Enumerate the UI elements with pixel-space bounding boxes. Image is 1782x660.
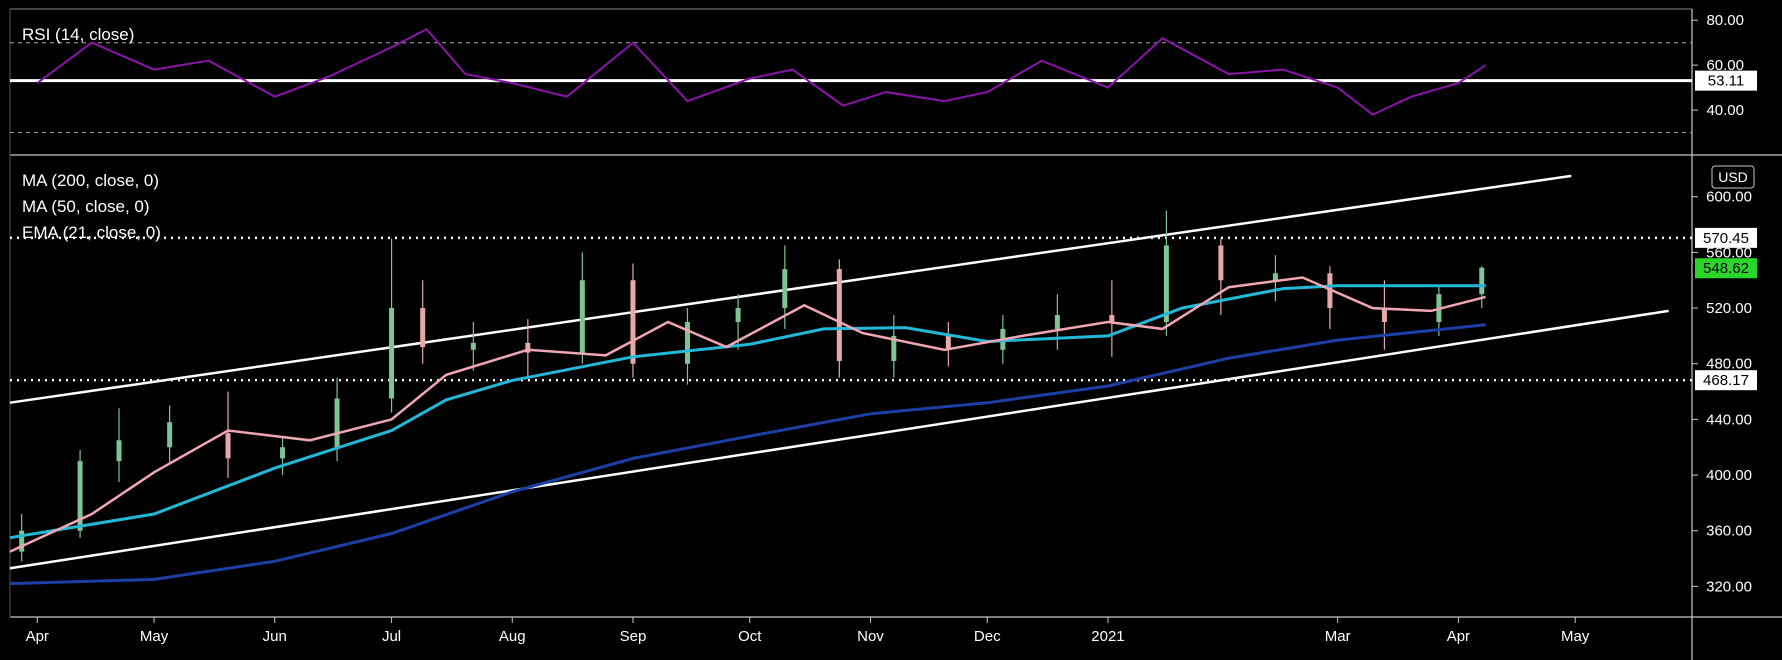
last-price-value: 548.62 [1703, 260, 1749, 277]
legend-ema21: EMA (21, close, 0) [22, 223, 161, 242]
ema21-line [9, 276, 1486, 553]
rsi-tick-label: 80.00 [1706, 12, 1744, 29]
legend-ma50: MA (50, close, 0) [22, 197, 150, 216]
channel-lower-line [9, 309, 1669, 570]
candle-body [1218, 245, 1224, 281]
candle-body [420, 308, 426, 348]
price-tick-label: 400.00 [1706, 467, 1752, 484]
channel-upper-line [9, 174, 1572, 404]
time-tick-label: Apr [1447, 628, 1470, 645]
candle-body [116, 440, 122, 462]
candle-body [1109, 315, 1115, 322]
ma50-line [9, 284, 1486, 540]
price-tick-label: 360.00 [1706, 523, 1752, 540]
time-tick-label: Jul [382, 628, 401, 645]
trend-channel [9, 174, 1669, 570]
candle-body [579, 280, 585, 353]
candle-body [389, 308, 395, 399]
rsi-line [36, 27, 1487, 116]
currency-label: USD [1718, 169, 1748, 185]
time-tick-label: Jun [263, 628, 287, 645]
ma200-line [9, 323, 1486, 586]
candle-body [684, 321, 690, 364]
currency-button[interactable]: USD [1711, 165, 1755, 189]
price-tick-label: 520.00 [1706, 300, 1752, 317]
candle-body [836, 269, 842, 361]
time-tick-label: Mar [1325, 628, 1351, 645]
price-panel: MA (200, close, 0) MA (50, close, 0) EMA… [9, 165, 1757, 595]
candle-body [891, 335, 897, 361]
time-tick-label: Oct [738, 628, 762, 645]
rsi-axis: 80.00 60.00 40.00 [1692, 12, 1744, 119]
price-tick-label: 600.00 [1706, 189, 1752, 206]
candle-body [735, 308, 741, 322]
time-tick-label: 2021 [1091, 628, 1124, 645]
candle-body [1054, 315, 1060, 329]
candle-body [280, 447, 286, 459]
rsi-value-tag: 53.11 [1695, 70, 1757, 91]
time-axis: Apr May Jun Jul Aug Sep Oct Nov Dec 2021 Mar Apr May [26, 617, 1590, 645]
resistance-tag: 570.45 [1695, 227, 1757, 248]
support-value: 468.17 [1703, 372, 1749, 389]
time-tick-label: Aug [499, 628, 526, 645]
candle-body [225, 433, 231, 459]
resistance-value: 570.45 [1703, 230, 1749, 247]
candle-body [167, 422, 173, 448]
time-tick-label: May [1561, 628, 1590, 645]
candle-body [630, 280, 636, 364]
price-tick-label: 480.00 [1706, 356, 1752, 373]
price-tick-label: 440.00 [1706, 411, 1752, 428]
candle-body [470, 342, 476, 350]
time-tick-label: Apr [26, 628, 49, 645]
candle-body [525, 342, 531, 353]
time-tick-label: Nov [857, 628, 884, 645]
candle-body [334, 398, 340, 448]
rsi-current-value: 53.11 [1708, 73, 1744, 90]
support-tag: 468.17 [1695, 370, 1757, 391]
candle-body [1272, 273, 1278, 281]
price-tick-label: 560.00 [1706, 244, 1752, 261]
candle-body [945, 335, 951, 350]
last-price-tag: 548.62 [1695, 258, 1757, 279]
legend-ma200: MA (200, close, 0) [22, 171, 159, 190]
rsi-tick-label: 60.00 [1706, 57, 1744, 74]
candle-body [1381, 308, 1387, 322]
candle-body [1163, 245, 1169, 322]
candle-body [1479, 267, 1485, 295]
candle-body [19, 530, 25, 552]
rsi-tick-label: 40.00 [1706, 102, 1744, 119]
time-tick-label: May [140, 628, 169, 645]
time-tick-label: Dec [974, 628, 1001, 645]
time-tick-label: Sep [620, 628, 647, 645]
rsi-panel: RSI (14, close) 80.00 60.00 40.00 53.11 [10, 12, 1757, 134]
price-tick-label: 320.00 [1706, 578, 1752, 595]
candle-body [77, 461, 83, 531]
price-axis: 600.00 560.00 520.00 480.00 440.00 400.00 360.… [1692, 189, 1752, 595]
rsi-legend: RSI (14, close) [22, 25, 134, 44]
candle-body [782, 269, 788, 309]
